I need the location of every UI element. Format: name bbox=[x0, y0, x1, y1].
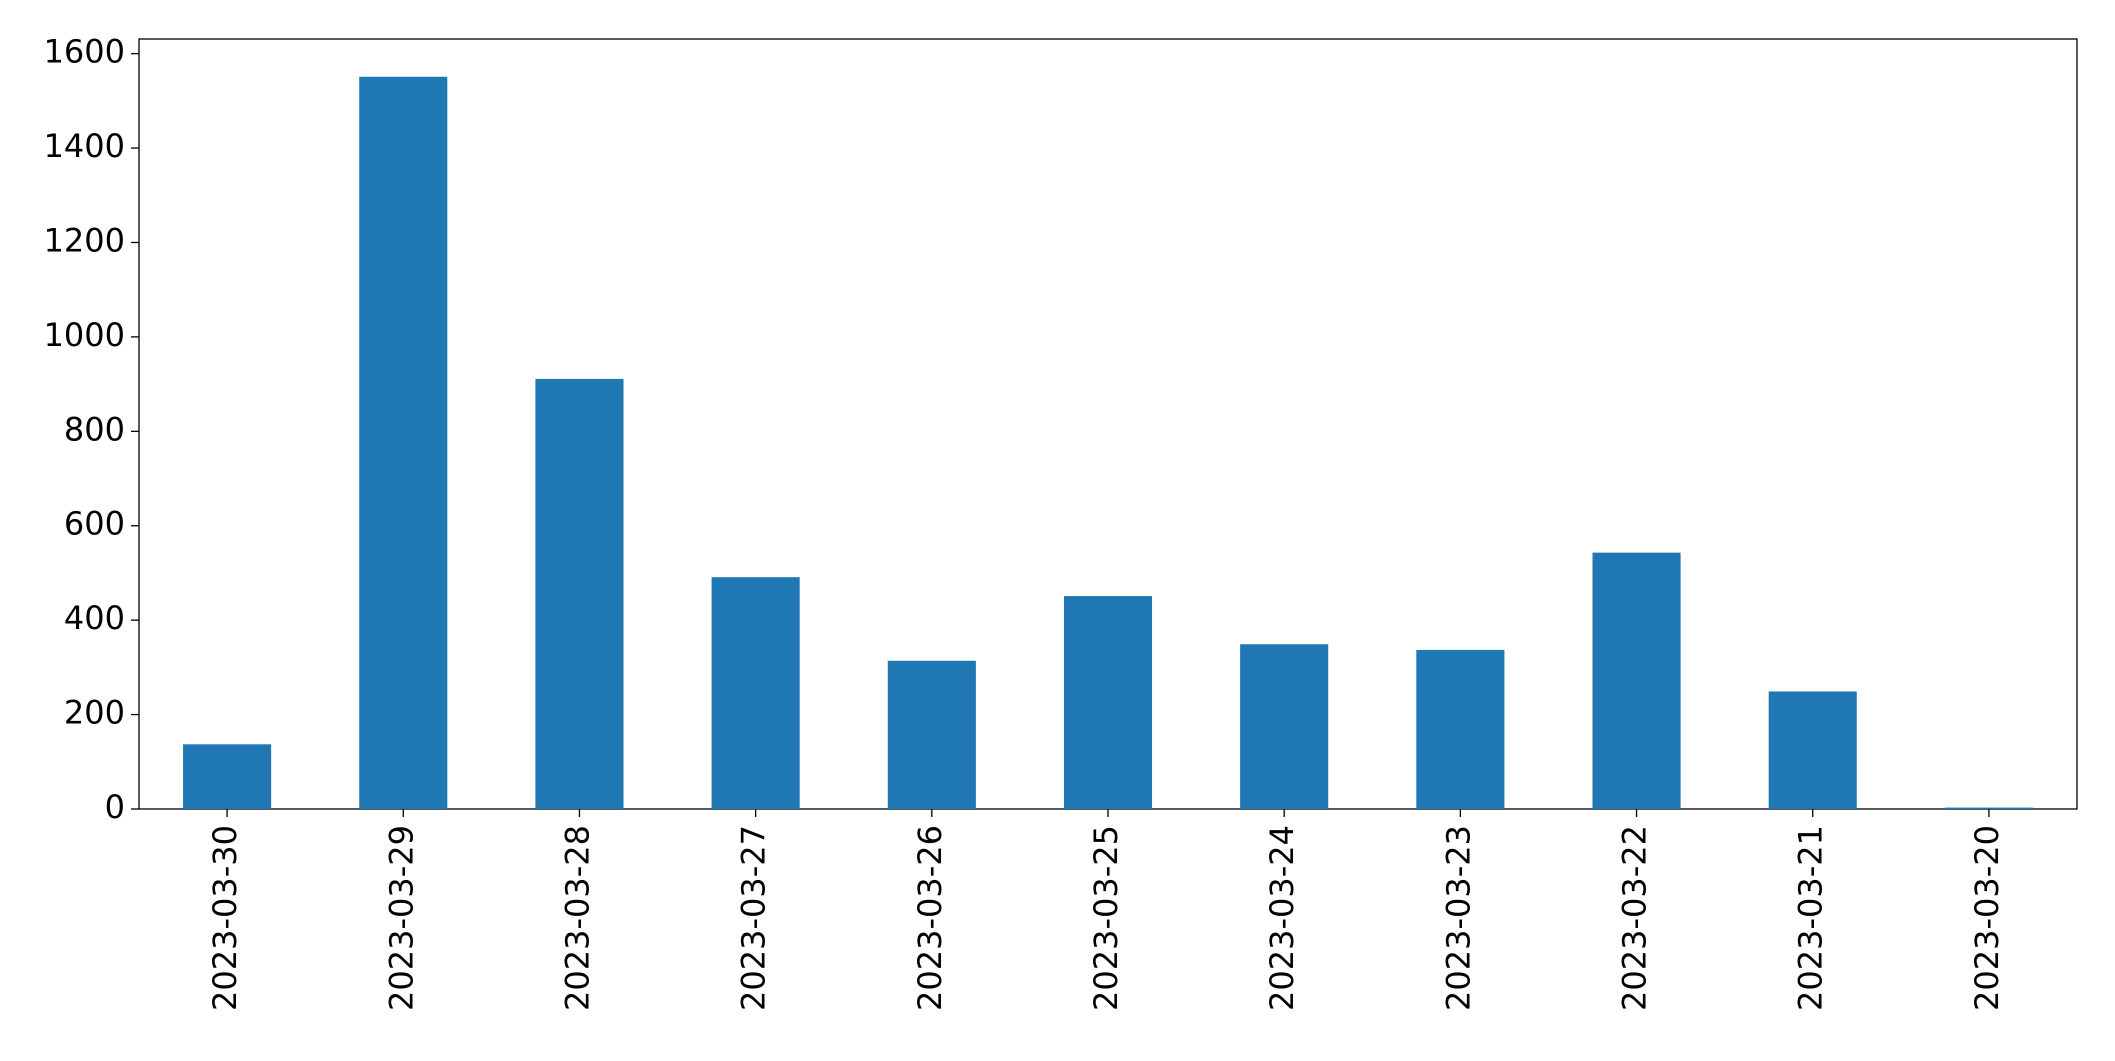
x-tick-label: 2023-03-20 bbox=[1968, 825, 2006, 1011]
y-tick-label: 1400 bbox=[44, 127, 125, 165]
y-tick-label: 1000 bbox=[44, 316, 125, 354]
y-tick-label: 400 bbox=[64, 599, 125, 637]
bar bbox=[1592, 552, 1681, 809]
bar bbox=[1768, 691, 1857, 809]
x-tick-label: 2023-03-23 bbox=[1439, 825, 1477, 1011]
x-tick-label: 2023-03-26 bbox=[911, 825, 949, 1011]
bar bbox=[711, 577, 800, 809]
x-tick-label: 2023-03-21 bbox=[1792, 825, 1830, 1011]
x-tick-label: 2023-03-27 bbox=[735, 825, 773, 1011]
x-tick-label: 2023-03-25 bbox=[1087, 825, 1125, 1011]
x-tick-label: 2023-03-30 bbox=[206, 825, 244, 1011]
bar bbox=[1063, 596, 1153, 809]
bar bbox=[1240, 644, 1329, 809]
bar bbox=[535, 378, 624, 809]
bar bbox=[1416, 649, 1505, 809]
y-tick-label: 0 bbox=[105, 788, 125, 826]
x-tick-label: 2023-03-24 bbox=[1263, 825, 1301, 1011]
bar bbox=[1944, 807, 2033, 809]
bar bbox=[887, 660, 976, 809]
y-tick-label: 800 bbox=[64, 410, 125, 448]
x-tick-label: 2023-03-29 bbox=[382, 825, 420, 1011]
y-tick-label: 1600 bbox=[44, 33, 125, 71]
y-tick-label: 1200 bbox=[44, 221, 125, 259]
y-tick-label: 600 bbox=[64, 505, 125, 543]
x-tick-label: 2023-03-22 bbox=[1616, 825, 1654, 1011]
bar bbox=[183, 744, 272, 809]
x-tick-label: 2023-03-28 bbox=[558, 825, 596, 1011]
bar bbox=[359, 76, 448, 809]
y-tick-label: 200 bbox=[64, 694, 125, 732]
